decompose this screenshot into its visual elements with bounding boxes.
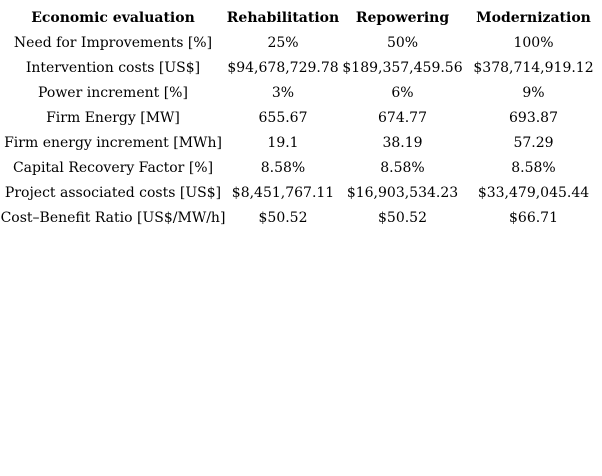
table-row-capital-recovery-factor: Capital Recovery Factor [%] 8.58% 8.58% … (0, 155, 602, 180)
value-cell: 674.77 (378, 109, 427, 126)
value-cell: $189,357,459.56 (342, 59, 463, 76)
value-cell: 3% (271, 84, 295, 101)
value-cell: $94,678,729.78 (227, 59, 339, 76)
row-label: Intervention costs [US$] (25, 59, 201, 76)
value-cell: 8.58% (260, 159, 306, 176)
table-row-need-for-improvements: Need for Improvements [%] 25% 50% 100% (0, 30, 602, 55)
table-row-project-associated-costs: Project associated costs [US$] $8,451,76… (0, 180, 602, 205)
value-cell: $66.71 (509, 209, 558, 226)
table-row-power-increment: Power increment [%] 3% 6% 9% (0, 80, 602, 105)
table-row-cost-benefit-ratio: Cost–Benefit Ratio [US$/MW/h] $50.52 $50… (0, 205, 602, 230)
value-cell: $50.52 (258, 209, 308, 226)
value-cell: 50% (386, 34, 419, 51)
value-cell: 6% (391, 84, 414, 101)
value-cell: $16,903,534.23 (346, 184, 459, 201)
value-cell: $378,714,919.12 (473, 59, 594, 76)
value-cell: 9% (522, 84, 545, 101)
value-cell: 8.58% (380, 159, 425, 176)
table-row-intervention-costs: Intervention costs [US$] $94,678,729.78 … (0, 55, 602, 80)
table-row-firm-energy: Firm Energy [MW] 655.67 674.77 693.87 (0, 105, 602, 130)
economic-evaluation-table: Economic evaluation Rehabilitation Repow… (0, 5, 602, 230)
column-header-rehabilitation: Rehabilitation (226, 9, 340, 26)
column-header-economic-evaluation: Economic evaluation (31, 9, 195, 26)
row-label: Power increment [%] (38, 84, 188, 101)
row-label: Need for Improvements [%] (13, 34, 213, 51)
column-header-repowering: Repowering (355, 9, 450, 26)
value-cell: 38.19 (382, 134, 423, 151)
row-label: Project associated costs [US$] (4, 184, 222, 201)
value-cell: $50.52 (378, 209, 427, 226)
value-cell: 655.67 (258, 109, 308, 126)
row-label: Cost–Benefit Ratio [US$/MW/h] (0, 209, 226, 226)
value-cell: 100% (513, 34, 554, 51)
column-header-modernization: Modernization (476, 9, 591, 26)
value-cell: 19.1 (267, 134, 299, 151)
value-cell: $8,451,767.11 (231, 184, 335, 201)
row-label: Capital Recovery Factor [%] (12, 159, 214, 176)
value-cell: $33,479,045.44 (477, 184, 590, 201)
table-row-firm-energy-increment: Firm energy increment [MWh] 19.1 38.19 5… (0, 130, 602, 155)
value-cell: 25% (267, 34, 299, 51)
value-cell: 8.58% (511, 159, 556, 176)
value-cell: 693.87 (509, 109, 558, 126)
value-cell: 57.29 (513, 134, 554, 151)
header-row: Economic evaluation Rehabilitation Repow… (0, 5, 602, 30)
row-label: Firm energy increment [MWh] (4, 134, 222, 151)
row-label: Firm Energy [MW] (46, 109, 180, 126)
